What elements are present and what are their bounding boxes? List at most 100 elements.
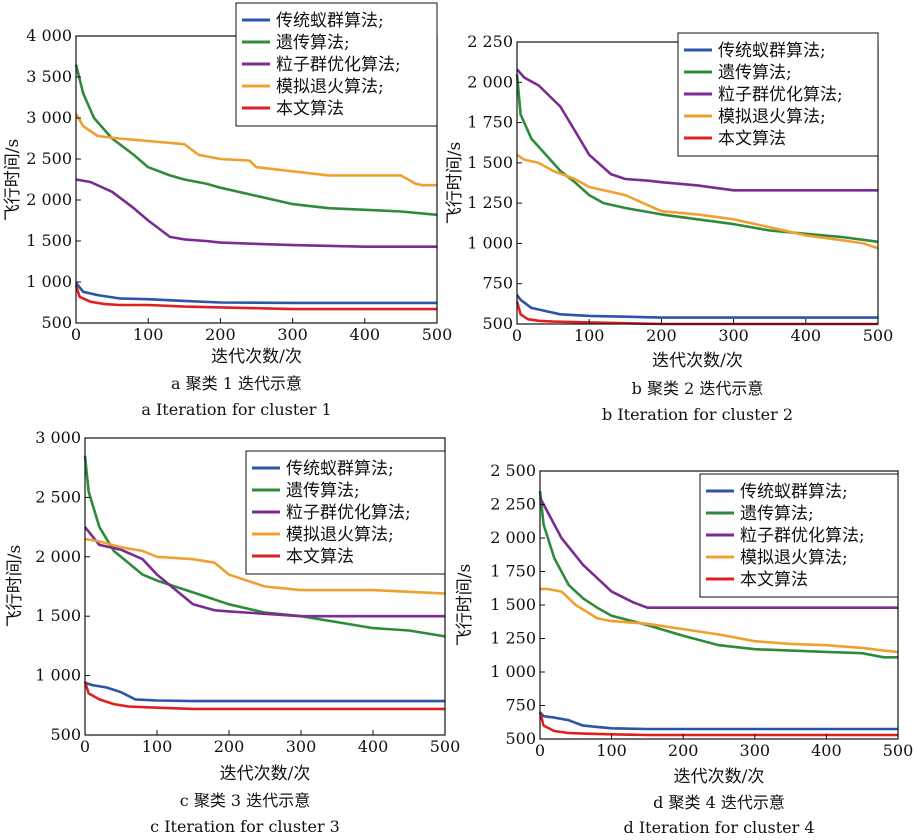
legend: 传统蚁群算法;遗传算法;粒子群优化算法;模拟退火算法;本文算法 xyxy=(677,32,879,157)
y-tick-label: 3 000 xyxy=(35,428,81,447)
series-line-4 xyxy=(74,113,437,187)
legend-entry-5: 本文算法 xyxy=(718,129,786,149)
series-line-4 xyxy=(540,587,899,654)
y-tick-label: 2 250 xyxy=(490,495,536,514)
caption-zh: a 聚类 1 迭代示意 xyxy=(171,374,302,393)
legend-entry-1: 传统蚁群算法; xyxy=(740,482,848,502)
y-tick-label: 2 500 xyxy=(490,461,536,480)
x-tick-label: 200 xyxy=(646,326,677,345)
legend-entry-2: 遗传算法; xyxy=(718,63,792,83)
x-axis-label: 迭代次数/次 xyxy=(220,764,311,784)
legend-entry-2: 遗传算法; xyxy=(276,33,350,53)
series-line-5 xyxy=(515,301,878,326)
y-tick-label: 500 xyxy=(50,725,81,744)
series-line-5 xyxy=(83,681,445,711)
x-tick-label: 300 xyxy=(277,325,308,344)
x-tick-label: 100 xyxy=(574,326,605,345)
y-tick-label: 2 500 xyxy=(26,149,72,168)
series-line-5 xyxy=(538,711,898,737)
legend-entry-3: 粒子群优化算法; xyxy=(286,503,411,523)
legend-entry-3: 粒子群优化算法; xyxy=(276,55,401,75)
x-tick-label: 0 xyxy=(80,737,90,756)
chart-panel-2: 0 100 200 300 400 500 500 750 1 000 1 250 1 500 1 7… xyxy=(445,32,893,424)
legend: 传统蚁群算法;遗传算法;粒子群优化算法;模拟退火算法;本文算法 xyxy=(699,473,899,598)
legend-entry-1: 传统蚁群算法; xyxy=(718,41,826,61)
series-line-3 xyxy=(75,178,437,248)
caption-en: a Iteration for cluster 1 xyxy=(141,400,331,419)
series-line-3 xyxy=(538,497,898,609)
x-tick-label: 500 xyxy=(883,741,914,760)
y-tick-label: 2 000 xyxy=(26,190,72,209)
series-line-3 xyxy=(516,68,878,192)
series-line-1 xyxy=(539,711,898,731)
legend-entry-5: 本文算法 xyxy=(740,570,808,590)
legend-entry-2: 遗传算法; xyxy=(740,504,814,524)
legend: 传统蚁群算法;遗传算法;粒子群优化算法;模拟退火算法;本文算法 xyxy=(245,450,446,575)
x-tick-label: 0 xyxy=(535,741,545,760)
y-tick-label: 500 xyxy=(482,314,513,333)
y-tick-label: 2 500 xyxy=(35,487,81,506)
y-tick-label: 1 000 xyxy=(26,272,72,291)
y-tick-label: 1 000 xyxy=(35,666,81,685)
y-tick-label: 1 250 xyxy=(490,629,536,648)
y-tick-label: 500 xyxy=(505,729,536,748)
legend-entry-5: 本文算法 xyxy=(286,547,354,567)
legend-entry-4: 模拟退火算法; xyxy=(276,77,384,97)
y-tick-label: 1 500 xyxy=(35,606,81,625)
y-tick-label: 1 750 xyxy=(490,562,536,581)
legend-entry-4: 模拟退火算法; xyxy=(718,107,826,127)
chart-panel-1: 0 100 200 300 400 500 500 1 000 1 500 2 000 2 500 3… xyxy=(3,2,452,419)
caption-zh: b 聚类 2 迭代示意 xyxy=(632,379,764,398)
y-tick-label: 1 750 xyxy=(467,113,513,132)
y-tick-label: 4 000 xyxy=(26,26,72,45)
x-tick-label: 100 xyxy=(142,737,173,756)
x-tick-label: 400 xyxy=(358,737,389,756)
y-axis-label: 飞行时间/s xyxy=(5,545,25,627)
x-tick-label: 300 xyxy=(718,326,749,345)
series-line-4 xyxy=(516,153,879,250)
legend-entry-3: 粒子群优化算法; xyxy=(740,526,865,546)
y-tick-label: 1 500 xyxy=(467,153,513,172)
chart-panel-4: 0 100 200 300 400 500 500 750 1 000 1 250 1 500 1 7… xyxy=(455,461,913,837)
x-tick-label: 200 xyxy=(205,325,236,344)
series-line-1 xyxy=(515,294,878,319)
x-tick-label: 400 xyxy=(350,325,381,344)
legend-entry-2: 遗传算法; xyxy=(286,481,360,501)
y-tick-label: 1 000 xyxy=(490,662,536,681)
y-tick-label: 2 250 xyxy=(467,32,513,51)
legend-entry-5: 本文算法 xyxy=(276,99,344,119)
caption-en: c Iteration for cluster 3 xyxy=(150,817,340,836)
y-axis-label: 飞行时间/s xyxy=(3,139,23,221)
y-tick-label: 750 xyxy=(482,274,513,293)
legend-entry-4: 模拟退火算法; xyxy=(740,548,848,568)
y-tick-label: 2 000 xyxy=(490,528,536,547)
legend-entry-3: 粒子群优化算法; xyxy=(718,85,843,105)
y-tick-label: 1 250 xyxy=(467,193,513,212)
x-tick-label: 400 xyxy=(811,741,842,760)
x-tick-label: 0 xyxy=(71,325,81,344)
x-tick-label: 500 xyxy=(430,737,461,756)
y-tick-label: 1 500 xyxy=(26,231,72,250)
y-tick-label: 2 000 xyxy=(35,547,81,566)
series-line-3 xyxy=(83,526,445,618)
series-line-2 xyxy=(74,64,438,217)
legend-entry-1: 传统蚁群算法; xyxy=(276,11,384,31)
legend-entry-1: 传统蚁群算法; xyxy=(286,459,394,479)
y-axis-label: 飞行时间/s xyxy=(445,142,465,224)
x-axis-label: 迭代次数/次 xyxy=(211,347,302,367)
y-tick-label: 3 000 xyxy=(26,108,72,127)
caption-zh: c 聚类 3 迭代示意 xyxy=(180,791,310,810)
x-tick-label: 200 xyxy=(668,741,699,760)
x-tick-label: 0 xyxy=(512,326,522,345)
y-tick-label: 1 000 xyxy=(467,233,513,252)
chart-panel-3: 0 100 200 300 400 500 500 1 000 1 500 2 000 2 500 3… xyxy=(5,428,460,836)
caption-zh: d 聚类 4 迭代示意 xyxy=(653,793,785,812)
caption-en: b Iteration for cluster 2 xyxy=(602,405,793,424)
y-axis-label: 飞行时间/s xyxy=(455,564,475,646)
series-line-5 xyxy=(74,284,437,311)
legend: 传统蚁群算法;遗传算法;粒子群优化算法;模拟退火算法;本文算法 xyxy=(235,2,438,127)
series-line-2 xyxy=(83,455,446,638)
x-tick-label: 500 xyxy=(863,326,894,345)
series-line-1 xyxy=(74,281,437,305)
